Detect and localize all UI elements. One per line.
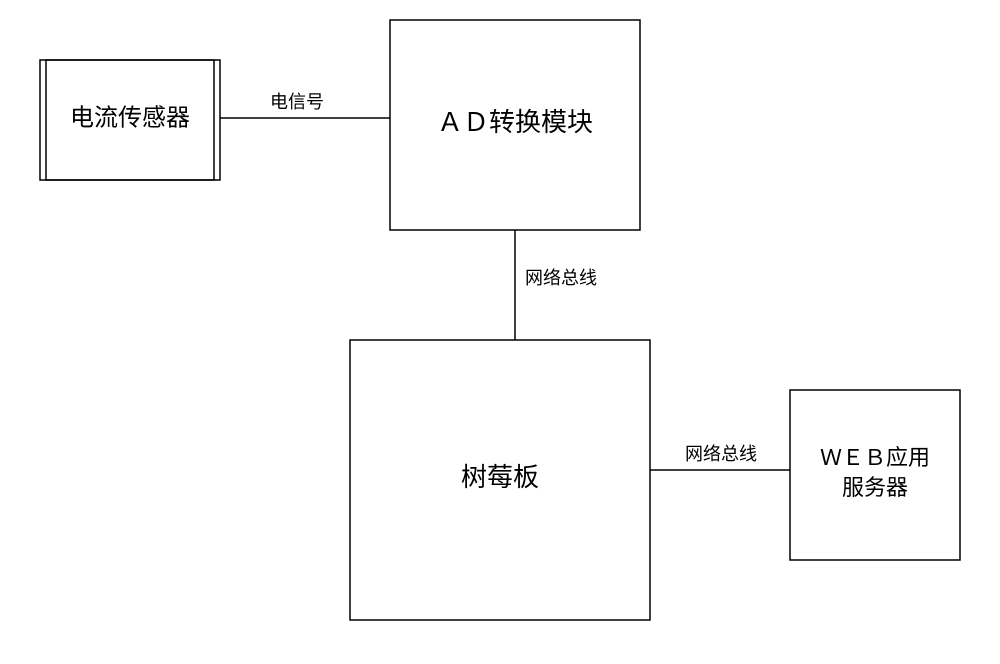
edge-sensor-to-ad-label: 电信号 <box>270 92 324 112</box>
node-current-sensor: 电流传感器 <box>40 60 220 180</box>
node-web-server-label-line1: ＷＥＢ应用 <box>820 445 930 470</box>
edge-raspberry-to-web-label: 网络总线 <box>685 444 757 464</box>
edge-raspberry-to-web: 网络总线 <box>650 444 790 470</box>
node-web-server: ＷＥＢ应用 服务器 <box>790 390 960 560</box>
edge-sensor-to-ad: 电信号 <box>220 92 390 118</box>
node-ad-converter-label: ＡＤ转换模块 <box>437 108 593 137</box>
node-ad-converter: ＡＤ转换模块 <box>390 20 640 230</box>
node-raspberry-board: 树莓板 <box>350 340 650 620</box>
edge-ad-to-raspberry-label: 网络总线 <box>525 268 597 288</box>
node-current-sensor-label: 电流传感器 <box>70 105 190 132</box>
system-block-diagram: 电流传感器 ＡＤ转换模块 树莓板 ＷＥＢ应用 服务器 电信号 网络总线 网络总线 <box>0 0 1000 664</box>
node-web-server-label-line2: 服务器 <box>842 475 908 500</box>
node-raspberry-board-label: 树莓板 <box>461 463 539 492</box>
edge-ad-to-raspberry: 网络总线 <box>515 230 597 340</box>
